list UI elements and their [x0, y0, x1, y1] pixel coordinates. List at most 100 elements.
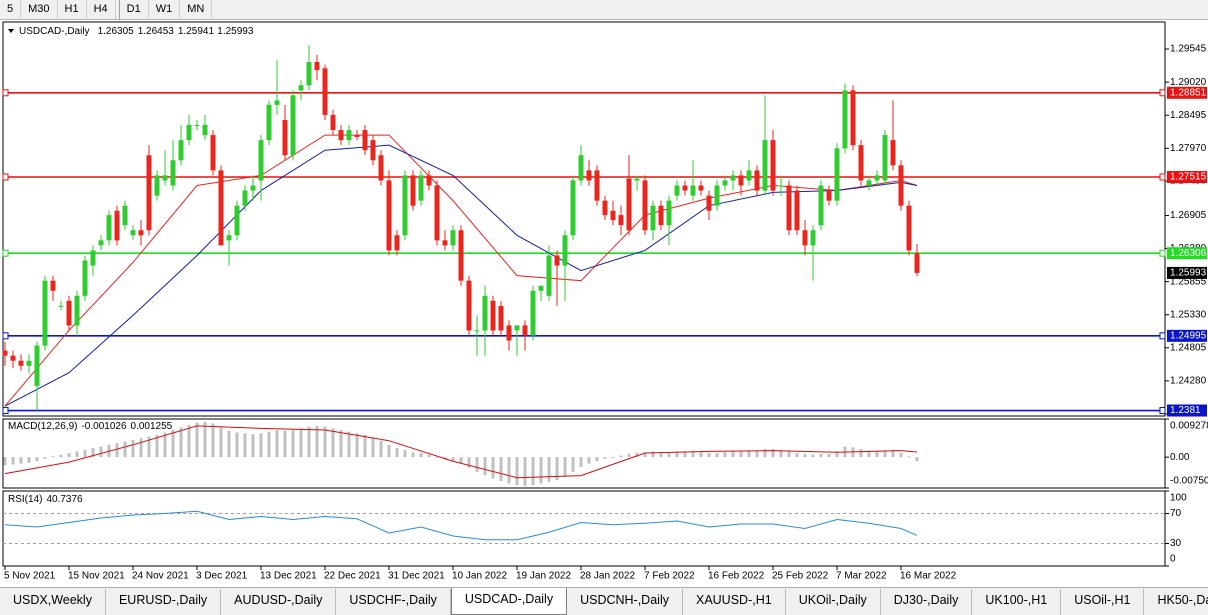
macd-bar	[803, 453, 807, 458]
candle-body	[570, 180, 576, 236]
x-tick-label: 19 Jan 2022	[516, 571, 571, 582]
chart-tab[interactable]: AUDUSD-,Daily	[221, 589, 337, 615]
macd-bar	[259, 433, 263, 458]
chart-tab[interactable]: USDCNH-,Daily	[567, 589, 683, 615]
timeframe-button[interactable]: 5	[0, 0, 22, 19]
chart-tab[interactable]: USDX,Weekly	[0, 589, 106, 615]
chart-tab[interactable]: UKOil-,Daily	[786, 589, 881, 615]
candle-body	[346, 130, 352, 141]
macd-bar	[659, 452, 663, 458]
x-tick-label: 22 Dec 2021	[324, 571, 381, 582]
macd-bar	[27, 457, 31, 463]
level-label: 1.28851	[1170, 87, 1207, 98]
candle-body	[266, 104, 272, 141]
macd-bar	[531, 457, 535, 486]
candle-body	[762, 140, 768, 191]
candle-body	[426, 175, 432, 186]
candle-body	[738, 175, 744, 186]
x-tick-label: 16 Mar 2022	[900, 571, 957, 582]
macd-bar	[275, 430, 279, 458]
rsi-line	[4, 510, 918, 541]
candle-body	[242, 190, 248, 206]
candle-body	[434, 185, 440, 241]
chart-tab[interactable]: USDCAD-,Daily	[450, 588, 568, 615]
macd-bar	[899, 453, 903, 458]
macd-bar	[915, 457, 919, 462]
macd-bar	[59, 454, 63, 458]
candle-body	[610, 210, 616, 221]
macd-bar	[883, 450, 887, 458]
chart-tab[interactable]: EURUSD-,Daily	[106, 589, 222, 615]
candle-body	[594, 170, 600, 201]
macd-bar	[835, 451, 839, 458]
macd-bar	[35, 457, 39, 462]
candle-body	[106, 215, 112, 241]
chart-tab[interactable]: USOil-,H1	[1061, 589, 1145, 615]
candle-body	[82, 260, 88, 296]
candle-body	[442, 240, 448, 246]
open-readout: 1.26305	[98, 26, 135, 37]
macd-bar	[859, 448, 863, 458]
y-tick-label: 100	[1170, 493, 1187, 504]
candle-body	[410, 175, 416, 206]
candle-body	[714, 185, 720, 206]
candle-body	[370, 140, 376, 161]
moving-average	[4, 144, 918, 407]
macd-bar	[379, 440, 383, 458]
candle-body	[274, 100, 280, 105]
chart-tab[interactable]: HK50-,Daily	[1144, 589, 1208, 615]
price-label: 1.25993	[1170, 268, 1207, 279]
candle-body	[386, 180, 392, 251]
candle-body	[378, 155, 384, 181]
chart-tab[interactable]: USDCHF-,Daily	[336, 589, 451, 615]
macd-title: MACD(12,26,9)	[8, 421, 77, 432]
candle-body	[138, 230, 144, 236]
macd-bar	[339, 430, 343, 458]
candle-body	[746, 170, 752, 181]
y-tick-label: 70	[1170, 508, 1182, 519]
candle-body	[210, 135, 216, 171]
level-marker	[2, 89, 9, 97]
macd-bar	[211, 423, 215, 458]
level-marker	[2, 249, 9, 257]
timeframe-button[interactable]: D1	[118, 0, 149, 19]
candle-body	[146, 155, 152, 231]
timeframe-button[interactable]: M30	[21, 0, 58, 19]
candle-body	[474, 330, 480, 332]
level-label-box	[1167, 404, 1207, 417]
chart-tab[interactable]: XAUUSD-,H1	[683, 589, 786, 615]
candle-body	[482, 295, 488, 331]
chart-tab[interactable]: UK100-,H1	[972, 589, 1062, 615]
candle-body	[786, 185, 792, 231]
candle-body	[50, 280, 56, 291]
timeframe-button[interactable]: MN	[180, 0, 213, 19]
candle-body	[794, 190, 800, 231]
macd-bar	[819, 453, 823, 458]
candle-body	[258, 140, 264, 181]
macd-bar	[675, 451, 679, 458]
collapse-arrow[interactable]	[8, 29, 14, 33]
macd-bar	[299, 428, 303, 458]
timeframe-button[interactable]: H4	[87, 0, 116, 19]
candle-body	[338, 130, 344, 141]
candle-body	[730, 175, 736, 181]
macd-bar	[651, 451, 655, 458]
y-tick-label: 1.25855	[1170, 276, 1207, 287]
moving-average	[4, 134, 918, 407]
y-tick-label: 0.00	[1170, 452, 1190, 463]
y-tick-label: 1.27970	[1170, 143, 1207, 154]
timeframe-button[interactable]: W1	[149, 0, 181, 19]
chart-tab[interactable]: DJ30-,Daily	[881, 589, 973, 615]
x-tick-label: 7 Feb 2022	[644, 571, 695, 582]
candle-body	[842, 90, 848, 149]
timeframe-button[interactable]: H1	[58, 0, 87, 19]
macd-bar	[11, 457, 15, 465]
rsi-header: RSI(14) 40.7376	[8, 494, 83, 505]
macd-bar	[435, 457, 439, 459]
macd-bar	[171, 430, 175, 458]
macd-bar	[395, 448, 399, 458]
y-tick-label: 1.28495	[1170, 110, 1207, 121]
rsi-title: RSI(14)	[8, 494, 42, 505]
x-tick-label: 7 Mar 2022	[836, 571, 887, 582]
macd-bar	[539, 457, 543, 484]
